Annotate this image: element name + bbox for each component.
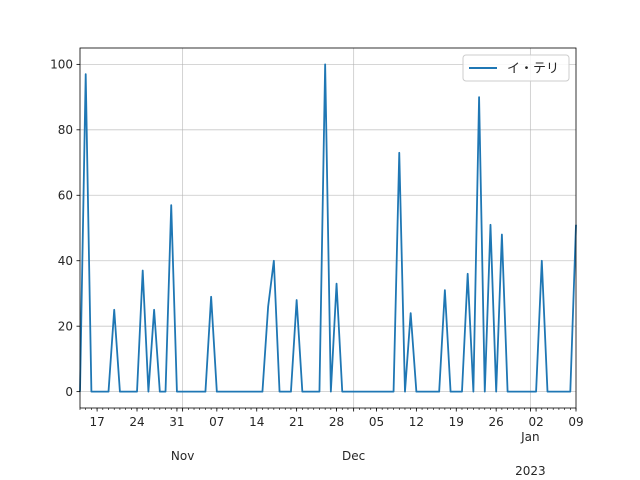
x-tick-label: 17 [89,415,104,429]
y-tick-label: 40 [58,254,73,268]
legend: イ・テリ [462,54,570,82]
x-tick-label: 24 [129,415,144,429]
y-tick-label: 60 [58,189,73,203]
x-tick-label: 19 [449,415,464,429]
x-tick-label: 05 [369,415,384,429]
x-tick-label: 02 [528,415,543,429]
y-tick-label: 100 [50,58,73,72]
series-line [79,63,577,393]
legend-box [462,54,570,82]
legend-label: イ・テリ [507,62,559,77]
x-month-label: Nov [171,449,194,463]
x-month-label: Dec [342,449,365,463]
x-tick-label: 07 [209,415,224,429]
x-year-label: 2023 [515,464,546,478]
x-month-label: Jan [520,430,540,444]
y-tick-label: 20 [58,319,73,333]
x-tick-label: 28 [329,415,344,429]
y-tick-label: 80 [58,123,73,137]
x-axis: 17 24 31 07 14 21 28 05 12 19 26 02 09 Nov Dec Jan 2023 [79,408,584,478]
plot-frame [79,47,577,409]
x-tick-label: 14 [249,415,264,429]
y-axis: 0 20 40 60 80 100 [50,58,80,399]
x-tick-label: 31 [169,415,184,429]
series-layer [79,63,577,393]
x-tick-label: 26 [489,415,504,429]
x-tick-label: 12 [409,415,424,429]
x-tick-label: 21 [289,415,304,429]
y-tick-label: 0 [65,385,73,399]
x-tick-label: 09 [568,415,583,429]
